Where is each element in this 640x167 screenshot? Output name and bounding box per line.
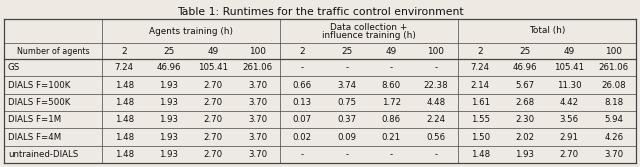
Text: 3.70: 3.70 (248, 98, 268, 107)
Text: 3.70: 3.70 (248, 150, 268, 159)
Text: 0.75: 0.75 (337, 98, 356, 107)
Text: -: - (345, 150, 348, 159)
Text: 2.70: 2.70 (204, 150, 223, 159)
Text: DIALS F=4M: DIALS F=4M (8, 132, 61, 141)
Text: 2.91: 2.91 (560, 132, 579, 141)
Text: 1.93: 1.93 (159, 80, 179, 90)
Text: 26.08: 26.08 (602, 80, 626, 90)
Text: Table 1: Runtimes for the traffic control environment: Table 1: Runtimes for the traffic contro… (177, 7, 463, 17)
Text: -: - (434, 150, 437, 159)
Text: 3.70: 3.70 (604, 150, 623, 159)
Text: Agents training (h): Agents training (h) (149, 27, 233, 36)
Text: 46.96: 46.96 (513, 63, 537, 72)
Text: 4.48: 4.48 (426, 98, 445, 107)
Text: 25: 25 (163, 46, 174, 55)
Text: 46.96: 46.96 (157, 63, 181, 72)
Text: 49: 49 (386, 46, 397, 55)
Text: 8.18: 8.18 (604, 98, 623, 107)
Text: 7.24: 7.24 (115, 63, 134, 72)
Text: 22.38: 22.38 (424, 80, 448, 90)
Bar (4, 19, 636, 163)
Text: 261.06: 261.06 (598, 63, 629, 72)
Text: 0.56: 0.56 (426, 132, 445, 141)
Text: 0.02: 0.02 (292, 132, 312, 141)
Text: 2.70: 2.70 (204, 132, 223, 141)
Text: 1.93: 1.93 (159, 115, 179, 124)
Text: Data collection +: Data collection + (330, 23, 408, 32)
Text: Total (h): Total (h) (529, 27, 565, 36)
Text: influence training (h): influence training (h) (322, 31, 416, 40)
Text: 2.24: 2.24 (426, 115, 445, 124)
Text: GS: GS (8, 63, 20, 72)
Text: -: - (301, 63, 304, 72)
Text: 49: 49 (207, 46, 219, 55)
Text: 100: 100 (250, 46, 266, 55)
Text: 49: 49 (564, 46, 575, 55)
Text: 1.48: 1.48 (115, 150, 134, 159)
Text: 105.41: 105.41 (198, 63, 228, 72)
Text: 1.93: 1.93 (159, 150, 179, 159)
Text: 3.74: 3.74 (337, 80, 356, 90)
Text: 4.42: 4.42 (560, 98, 579, 107)
Text: -: - (301, 150, 304, 159)
Text: 2.70: 2.70 (204, 98, 223, 107)
Text: 2.68: 2.68 (515, 98, 534, 107)
Text: 5.67: 5.67 (515, 80, 534, 90)
Text: 2.14: 2.14 (470, 80, 490, 90)
Text: -: - (390, 150, 393, 159)
Text: 0.21: 0.21 (381, 132, 401, 141)
Text: 1.50: 1.50 (470, 132, 490, 141)
Text: 0.09: 0.09 (337, 132, 356, 141)
Text: 1.55: 1.55 (470, 115, 490, 124)
Text: 105.41: 105.41 (554, 63, 584, 72)
Text: 1.93: 1.93 (159, 132, 179, 141)
Text: 1.72: 1.72 (381, 98, 401, 107)
Text: 0.86: 0.86 (381, 115, 401, 124)
Text: DIALS F=1M: DIALS F=1M (8, 115, 61, 124)
Text: 100: 100 (428, 46, 444, 55)
Text: 8.60: 8.60 (381, 80, 401, 90)
Text: -: - (434, 63, 437, 72)
Text: 4.26: 4.26 (604, 132, 623, 141)
Text: -: - (345, 63, 348, 72)
Text: 2: 2 (300, 46, 305, 55)
Text: 1.48: 1.48 (115, 132, 134, 141)
Text: 261.06: 261.06 (243, 63, 273, 72)
Text: DIALS F=500K: DIALS F=500K (8, 98, 70, 107)
Text: 25: 25 (519, 46, 531, 55)
Text: 0.66: 0.66 (292, 80, 312, 90)
Text: 1.61: 1.61 (470, 98, 490, 107)
Text: 2.02: 2.02 (515, 132, 534, 141)
Text: 0.37: 0.37 (337, 115, 356, 124)
Text: untrained-DIALS: untrained-DIALS (8, 150, 78, 159)
Text: 0.13: 0.13 (292, 98, 312, 107)
Text: 2: 2 (122, 46, 127, 55)
Text: 7.24: 7.24 (470, 63, 490, 72)
Text: 3.70: 3.70 (248, 132, 268, 141)
Text: 3.70: 3.70 (248, 115, 268, 124)
Text: 2: 2 (477, 46, 483, 55)
Text: 2.70: 2.70 (204, 80, 223, 90)
Text: Number of agents: Number of agents (17, 46, 90, 55)
Text: 2.70: 2.70 (560, 150, 579, 159)
Text: -: - (390, 63, 393, 72)
Text: 1.93: 1.93 (515, 150, 534, 159)
Text: 5.94: 5.94 (604, 115, 623, 124)
Text: 1.93: 1.93 (159, 98, 179, 107)
Text: 3.70: 3.70 (248, 80, 268, 90)
Text: 1.48: 1.48 (115, 98, 134, 107)
Text: 25: 25 (341, 46, 353, 55)
Text: 0.07: 0.07 (292, 115, 312, 124)
Text: 2.30: 2.30 (515, 115, 534, 124)
Text: 3.56: 3.56 (560, 115, 579, 124)
Text: 1.48: 1.48 (470, 150, 490, 159)
Text: 100: 100 (605, 46, 622, 55)
Text: 11.30: 11.30 (557, 80, 582, 90)
Text: 1.48: 1.48 (115, 80, 134, 90)
Text: 1.48: 1.48 (115, 115, 134, 124)
Text: 2.70: 2.70 (204, 115, 223, 124)
Text: DIALS F=100K: DIALS F=100K (8, 80, 70, 90)
